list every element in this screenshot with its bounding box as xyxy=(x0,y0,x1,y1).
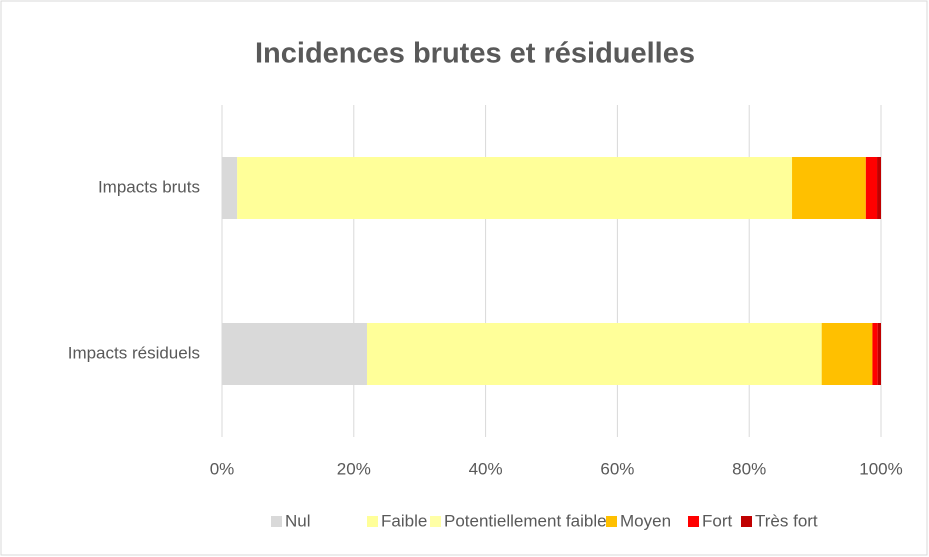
bar-segment xyxy=(872,323,878,385)
bar-segment xyxy=(237,157,793,219)
chart-title: Incidences brutes et résiduelles xyxy=(255,38,695,70)
legend-label: Nul xyxy=(285,511,311,530)
bar-segment xyxy=(222,323,367,385)
legend-label: Fort xyxy=(702,511,733,530)
bar-segment xyxy=(865,157,878,219)
bar-segment xyxy=(877,157,881,219)
legend-swatch xyxy=(606,516,617,527)
x-tick-label: 20% xyxy=(337,459,371,478)
legend-label: Faible xyxy=(381,511,427,530)
x-tick-label: 100% xyxy=(859,459,902,478)
y-tick-label: Impacts résiduels xyxy=(68,343,200,362)
bar-segment xyxy=(821,323,873,385)
y-tick-label: Impacts bruts xyxy=(98,177,200,196)
legend-label: Moyen xyxy=(620,511,671,530)
legend-swatch xyxy=(741,516,752,527)
legend-label: Très fort xyxy=(755,511,818,530)
legend-swatch xyxy=(271,516,282,527)
x-tick-label: 60% xyxy=(600,459,634,478)
bar-segment xyxy=(877,323,881,385)
legend-swatch xyxy=(430,516,441,527)
x-tick-label: 40% xyxy=(469,459,503,478)
bar-segment xyxy=(222,157,238,219)
x-tick-label: 0% xyxy=(210,459,235,478)
legend-swatch xyxy=(688,516,699,527)
legend-swatch xyxy=(367,516,378,527)
bar-segment xyxy=(792,157,866,219)
bar-segment xyxy=(366,323,822,385)
legend-label: Potentiellement faible xyxy=(444,511,607,530)
x-tick-label: 80% xyxy=(732,459,766,478)
